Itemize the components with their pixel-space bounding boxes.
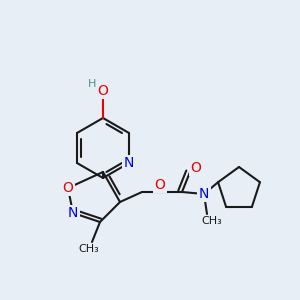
Text: CH₃: CH₃ [79,244,99,254]
Text: O: O [190,161,201,175]
Text: N: N [199,187,209,201]
Text: N: N [124,156,134,170]
Text: N: N [68,206,78,220]
Text: O: O [98,84,108,98]
Text: O: O [63,181,74,195]
Text: CH₃: CH₃ [202,216,222,226]
Text: H: H [88,79,96,89]
Text: O: O [154,178,165,192]
